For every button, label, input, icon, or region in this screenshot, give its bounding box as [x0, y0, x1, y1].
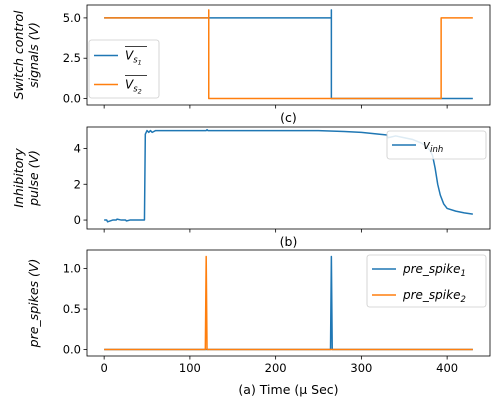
y-axis-label: signals (V) [26, 22, 41, 88]
legend-label: pre_spike1 [402, 262, 466, 279]
x-tick-label: 100 [179, 361, 201, 375]
x-tick-label: 0 [100, 361, 107, 375]
y-tick-label: 2 [74, 177, 81, 191]
panel-top: 0.0 2.5 5.0 Switch control signals (V) (c) Vs1… [11, 4, 491, 125]
series-line-top-1 [104, 9, 473, 100]
y-tick-label: 0.0 [63, 92, 81, 106]
axes-frame [86, 126, 491, 230]
legend-label: Vs1 [125, 49, 142, 67]
y-axis-label: pre_spikes (V) [26, 259, 41, 349]
legend-box [386, 130, 487, 160]
legend-label: Vs2 [125, 78, 142, 96]
y-axis-label: Inhibitory [11, 148, 26, 208]
legend-label: vinh [423, 138, 443, 155]
y-tick-label: 0.0 [63, 343, 81, 357]
legend-label: pre_spike2 [402, 288, 466, 305]
panel-bottom: 0.0 0.5 1.0 0 100 200 300 400 pre_spikes (V) (a) … [26, 249, 491, 397]
series-line-middle-1 [104, 128, 473, 223]
panel-caption: (b) [280, 234, 298, 249]
legend: vinh [386, 130, 487, 160]
legend: Vs1 Vs2 [88, 39, 160, 99]
legend: pre_spike1 pre_spike2 [366, 254, 487, 308]
y-tick-label: 1.0 [63, 262, 81, 276]
y-axis-label: pulse (V) [26, 150, 41, 207]
x-tick-label: 300 [350, 361, 372, 375]
series-line-top-2 [104, 9, 473, 100]
y-tick-label: 4 [74, 141, 81, 155]
x-tick-label: 400 [436, 361, 458, 375]
axes-frame [86, 249, 491, 357]
legend-box [88, 39, 160, 99]
x-tick-label: 200 [265, 361, 287, 375]
y-axis-label: Switch control [11, 10, 26, 99]
axes-frame [86, 4, 491, 106]
y-tick-label: 0 [74, 213, 81, 227]
legend-box [366, 254, 487, 308]
y-tick-label: 5.0 [63, 11, 81, 25]
panel-middle: 0 2 4 Inhibitory pulse (V) (b) vinh [11, 126, 491, 249]
panel-caption: (c) [280, 110, 297, 125]
y-tick-label: 2.5 [63, 51, 81, 65]
series-line-bottom-2 [104, 255, 473, 351]
x-axis-label: (a) Time (μ Sec) [238, 382, 338, 397]
y-tick-label: 0.5 [63, 302, 81, 316]
